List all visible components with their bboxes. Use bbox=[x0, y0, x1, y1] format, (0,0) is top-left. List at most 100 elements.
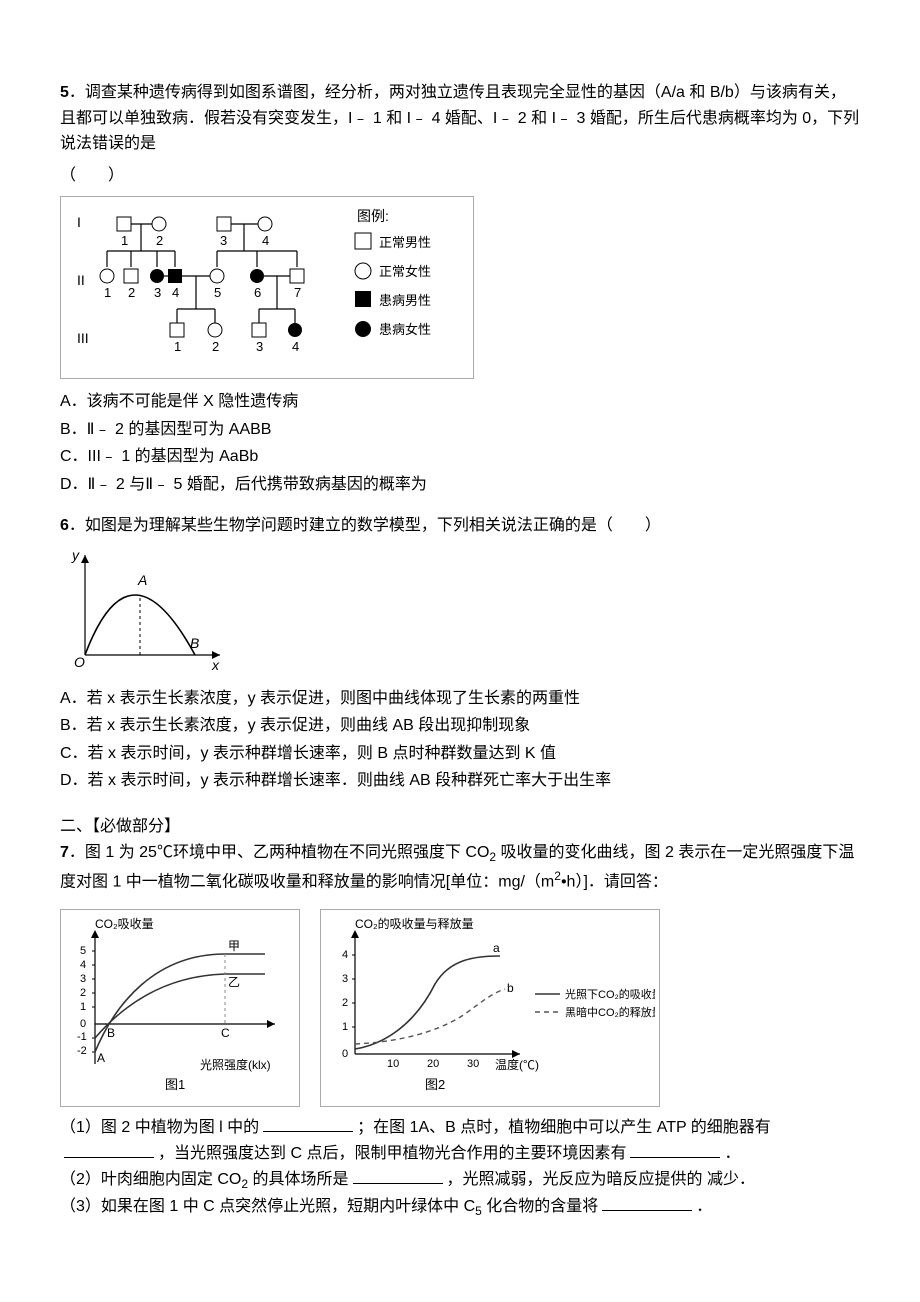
q7-sc: •h）]．请回答： bbox=[561, 873, 668, 890]
p2a: （2）叶肉细胞内固定 CO bbox=[60, 1171, 241, 1188]
legend-affected-female-icon bbox=[355, 321, 371, 337]
q7-figures: CO₂吸收量 5 4 3 2 1 0 -1 -2 bbox=[60, 901, 860, 1116]
p2b: ，光照减弱，光反应为暗反应提供的 减少． bbox=[447, 1171, 755, 1188]
gen-II: II bbox=[77, 272, 85, 288]
fig2-xlabel: 温度(℃) bbox=[495, 1057, 539, 1072]
III3n: 3 bbox=[256, 339, 263, 354]
q7-part1: （1）图 2 中植物为图 l 中的 ；在图 1A、B 点时，植物细胞中可以产生 A… bbox=[60, 1115, 860, 1166]
fig1-curve-jia bbox=[95, 954, 265, 1052]
p1b: ；在图 1A、B 点时，植物细胞中可以产生 ATP 的细胞器有 bbox=[357, 1119, 771, 1136]
II-2 bbox=[124, 269, 138, 283]
q7-stem: 7．图 1 为 25℃环境中甲、乙两种植物在不同光照强度下 CO2 吸收量的变化… bbox=[60, 840, 860, 895]
svg-text:2: 2 bbox=[80, 987, 86, 999]
II-4 bbox=[168, 269, 182, 283]
fig1-caption: 图1 bbox=[165, 1077, 185, 1092]
I3-num: 3 bbox=[220, 233, 227, 248]
blank-1[interactable] bbox=[263, 1131, 353, 1132]
fig2-curve-a bbox=[355, 956, 500, 1049]
legend-affected-male-icon bbox=[355, 291, 371, 307]
svg-text:0: 0 bbox=[80, 1018, 86, 1030]
p1a: （1）图 2 中植物为图 l 中的 bbox=[60, 1119, 259, 1136]
svg-text:10: 10 bbox=[387, 1058, 399, 1070]
q7-number: 7 bbox=[60, 844, 69, 861]
fig2-a: a bbox=[493, 941, 500, 955]
q6-number: 6 bbox=[60, 517, 69, 534]
svg-text:5: 5 bbox=[80, 945, 86, 957]
legend-l1: 正常女性 bbox=[379, 264, 431, 279]
gen-III: III bbox=[77, 330, 89, 346]
q6-choice-D: D．若 x 表示时间，y 表示种群增长速率．则曲线 AB 段种群死亡率大于出生率 bbox=[60, 768, 860, 794]
q6-A: A bbox=[137, 572, 147, 588]
fig2-b: b bbox=[507, 981, 514, 995]
II2n: 2 bbox=[128, 285, 135, 300]
II-3 bbox=[150, 269, 164, 283]
II3n: 3 bbox=[154, 285, 161, 300]
I-1 bbox=[117, 217, 131, 231]
legend-normal-male-icon bbox=[355, 233, 371, 249]
svg-text:0: 0 bbox=[342, 1048, 348, 1060]
III-3 bbox=[252, 323, 266, 337]
fig2-svg: CO₂的吸收量与释放量 4 3 2 1 0 10 20 30 bbox=[325, 914, 655, 1094]
I2-num: 2 bbox=[156, 233, 163, 248]
p3b: 化合物的含量将 bbox=[482, 1198, 598, 1215]
legend-normal-female-icon bbox=[355, 263, 371, 279]
q5-choice-B: B．Ⅱ﹣ 2 的基因型可为 AABB bbox=[60, 417, 860, 443]
svg-text:-1: -1 bbox=[77, 1031, 87, 1043]
q6-choice-A: A．若 x 表示生长素浓度，y 表示促进，则图中曲线体现了生长素的两重性 bbox=[60, 686, 860, 712]
legend-l0: 正常男性 bbox=[379, 235, 431, 250]
II-5 bbox=[210, 269, 224, 283]
gen-I: I bbox=[77, 214, 81, 230]
blank-2[interactable] bbox=[64, 1157, 154, 1158]
I4-num: 4 bbox=[262, 233, 269, 248]
q5-choice-A: A．该病不可能是伴 X 隐性遗传病 bbox=[60, 389, 860, 415]
I-4 bbox=[258, 217, 272, 231]
blank-4[interactable] bbox=[353, 1183, 443, 1184]
III-1 bbox=[170, 323, 184, 337]
III2n: 2 bbox=[212, 339, 219, 354]
fig2-leg0: 光照下CO₂的吸收量 bbox=[565, 987, 655, 1001]
q7-sa: ．图 1 为 25℃环境中甲、乙两种植物在不同光照强度下 CO bbox=[69, 844, 489, 861]
fig1-yi: 乙 bbox=[228, 975, 240, 989]
question-5: 5．调查某种遗传病得到如图系谱图，经分析，两对独立遗传且表现完全显性的基因（A/… bbox=[60, 80, 860, 497]
section-header: 二、【必做部分】 bbox=[60, 814, 860, 840]
pedigree-svg: 图例: 正常男性 正常女性 患病男性 患病女性 I II III 1 2 3 bbox=[67, 203, 467, 363]
svg-text:1: 1 bbox=[80, 1001, 86, 1013]
fig1-jia: 甲 bbox=[228, 939, 240, 953]
q6-stem: 6．如图是为理解某些生物学问题时建立的数学模型，下列相关说法正确的是（ ） bbox=[60, 513, 860, 539]
I1-num: 1 bbox=[121, 233, 128, 248]
svg-text:3: 3 bbox=[342, 973, 348, 985]
II7n: 7 bbox=[294, 285, 301, 300]
p3a: （3）如果在图 1 中 C 点突然停止光照，短期内叶绿体中 C bbox=[60, 1198, 475, 1215]
III-2 bbox=[208, 323, 222, 337]
svg-text:1: 1 bbox=[342, 1021, 348, 1033]
q7-part3: （3）如果在图 1 中 C 点突然停止光照，短期内叶绿体中 C5 化合物的含量将… bbox=[60, 1194, 860, 1221]
q6-O: O bbox=[74, 654, 85, 670]
legend-l3: 患病女性 bbox=[379, 322, 431, 337]
blank-3[interactable] bbox=[630, 1157, 720, 1158]
q6-choice-C: C．若 x 表示时间，y 表示种群增长速率，则 B 点时种群数量达到 K 值 bbox=[60, 741, 860, 767]
q6-figure: A B y x O bbox=[60, 545, 860, 684]
q6-choice-B: B．若 x 表示生长素浓度，y 表示促进，则曲线 AB 段出现抑制现象 bbox=[60, 713, 860, 739]
fig1-ylabel: CO₂吸收量 bbox=[95, 917, 154, 931]
fig1-C: C bbox=[221, 1026, 230, 1040]
p1c: ，当光照强度达到 C 点后，限制甲植物光合作用的主要环境因素有 bbox=[158, 1145, 626, 1162]
fig2-leg1: 黑暗中CO₂的释放量 bbox=[565, 1005, 655, 1019]
q5-number: 5 bbox=[60, 84, 69, 101]
fig2-curve-b bbox=[355, 989, 505, 1044]
q5-stem: 5．调查某种遗传病得到如图系谱图，经分析，两对独立遗传且表现完全显性的基因（A/… bbox=[60, 80, 860, 157]
q5-text: ．调查某种遗传病得到如图系谱图，经分析，两对独立遗传且表现完全显性的基因（A/a… bbox=[60, 84, 859, 152]
p3c: ． bbox=[696, 1198, 712, 1215]
II-1 bbox=[100, 269, 114, 283]
p2a2: 的具体场所是 bbox=[248, 1171, 348, 1188]
fig1-svg: CO₂吸收量 5 4 3 2 1 0 -1 -2 bbox=[65, 914, 295, 1094]
q6-x: x bbox=[211, 657, 220, 673]
svg-text:20: 20 bbox=[427, 1058, 439, 1070]
svg-text:2: 2 bbox=[342, 997, 348, 1009]
svg-text:4: 4 bbox=[80, 959, 86, 971]
q6-y: y bbox=[71, 547, 80, 563]
legend-l2: 患病男性 bbox=[379, 293, 431, 308]
blank-5[interactable] bbox=[602, 1210, 692, 1211]
II4n: 4 bbox=[172, 285, 179, 300]
p1d: ． bbox=[724, 1145, 740, 1162]
q6-B: B bbox=[190, 635, 199, 651]
